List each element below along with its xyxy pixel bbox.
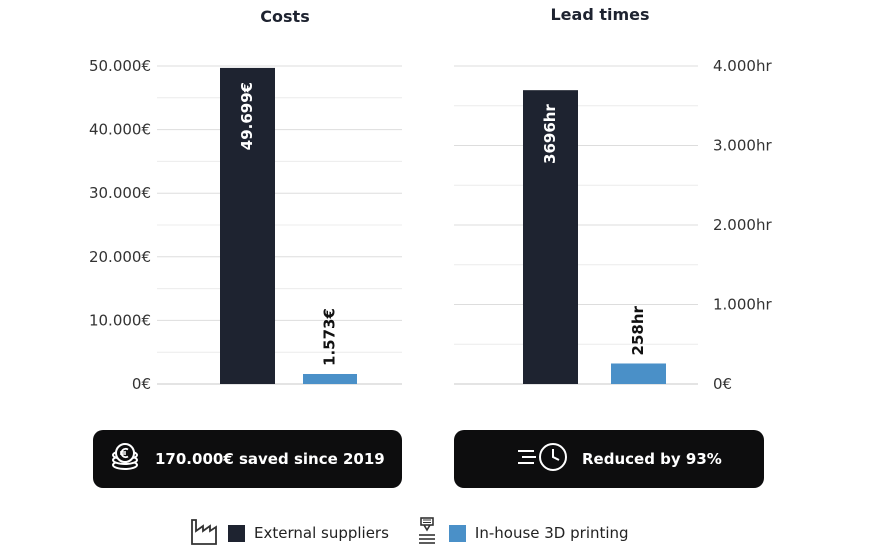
legend-swatch-external [228,524,245,542]
y-tick-label: 50.000€ [89,57,151,75]
bar-inhouse [303,373,357,384]
y-tick-label: 3.000hr [713,137,772,155]
lead-time-reduced-text: Reduced by 93% [582,450,722,468]
coins-euro-icon [109,441,141,477]
costs-chart-title: Costs [260,7,310,26]
y-tick-label: 4.000hr [713,57,772,75]
lead-time-reduced-banner: Reduced by 93% [454,430,764,488]
bar-inhouse [611,363,666,384]
data-label: 49.699€ [238,82,256,150]
y-tick-label: 0€ [132,375,151,393]
y-tick-label: 40.000€ [89,121,151,139]
y-tick-label: 10.000€ [89,311,151,329]
lead-times-chart-title: Lead times [550,5,650,24]
data-label: 258hr [629,305,647,355]
charts-canvas: 0€ 10.000€ 20.000€ 30.000€ 40.000€ 50.000€ 49.… [89,57,772,393]
legend: External suppliers In-house 3D printing [190,513,629,553]
legend-label-inhouse: In-house 3D printing [474,524,629,542]
bar-external [523,90,578,384]
y-tick-label: 30.000€ [89,184,151,202]
legend-item-inhouse: In-house 3D printing [417,516,629,550]
legend-item-external: External suppliers [190,516,389,550]
legend-swatch-inhouse [448,524,466,542]
fast-clock-icon [516,441,570,477]
y-tick-label: 2.000hr [713,216,772,234]
data-label: 1.573€ [321,308,339,366]
bar-external [220,67,275,384]
factory-icon [190,516,218,550]
legend-label-external: External suppliers [254,524,389,542]
data-label: 3696hr [541,104,559,164]
costs-saved-banner: 170.000€ saved since 2019 [93,430,402,488]
y-tick-label: 1.000hr [713,296,772,314]
y-tick-label: 20.000€ [89,248,151,266]
3d-printer-icon [417,516,437,550]
costs-saved-text: 170.000€ saved since 2019 [155,450,385,468]
y-tick-label: 0€ [713,375,732,393]
